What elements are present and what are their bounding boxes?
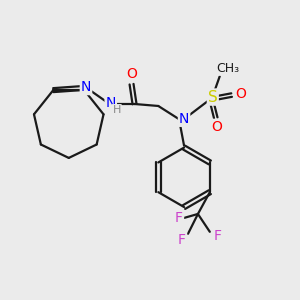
Text: H: H: [112, 105, 121, 115]
Text: CH₃: CH₃: [216, 62, 239, 75]
Text: N: N: [179, 112, 189, 126]
Text: F: F: [175, 211, 183, 225]
Text: N: N: [106, 96, 116, 110]
Text: O: O: [126, 67, 137, 81]
Text: N: N: [81, 80, 91, 94]
Text: O: O: [211, 120, 222, 134]
Text: F: F: [214, 229, 222, 243]
Text: F: F: [178, 233, 186, 247]
Text: O: O: [235, 87, 246, 101]
Text: S: S: [208, 90, 218, 105]
